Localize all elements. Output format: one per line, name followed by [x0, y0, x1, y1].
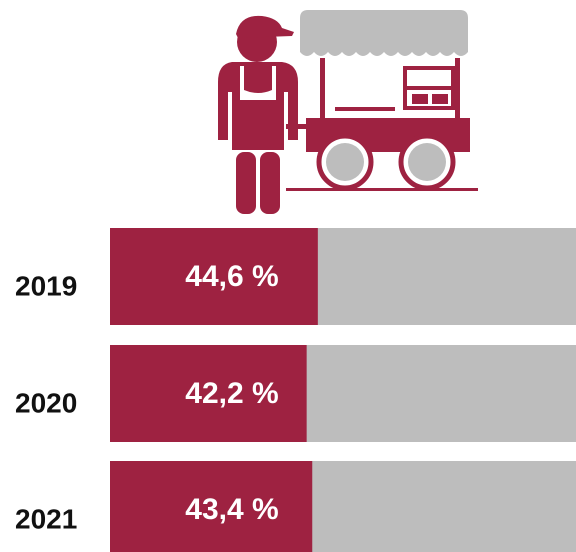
- vendor-icon: [218, 10, 478, 214]
- bar: [110, 461, 313, 552]
- bar: [110, 228, 318, 325]
- category-label: 2019: [15, 270, 77, 301]
- bar: [110, 345, 307, 442]
- category-label: 2020: [15, 387, 77, 418]
- category-label: 2021: [15, 503, 77, 534]
- value-label: 44,6 %: [185, 260, 278, 293]
- value-label: 42,2 %: [185, 377, 278, 410]
- value-label: 43,4 %: [185, 493, 278, 526]
